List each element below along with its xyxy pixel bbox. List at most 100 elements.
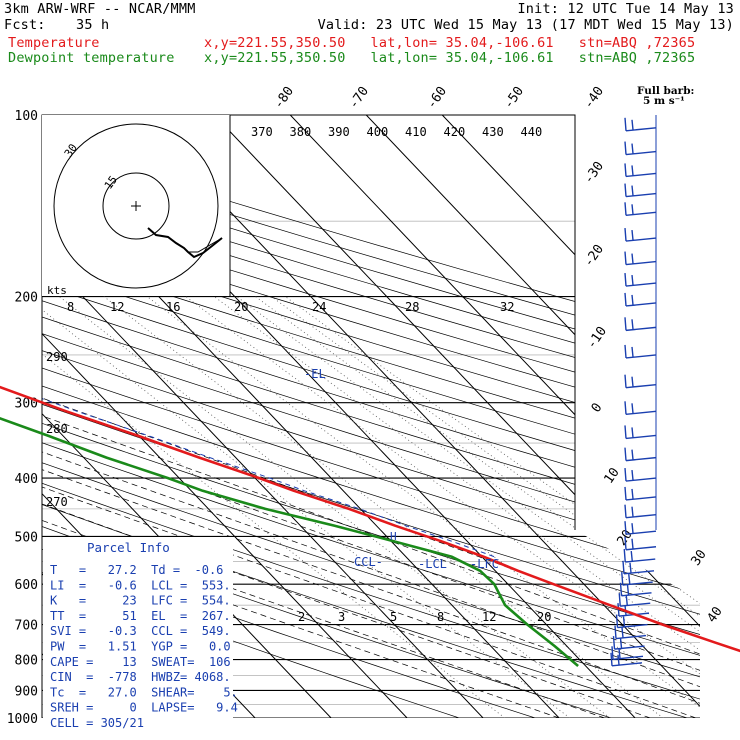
wind-barb xyxy=(624,183,657,198)
pressure-label: 100 xyxy=(15,109,38,124)
mixing-ratio-line xyxy=(42,296,571,718)
moist-adiabat xyxy=(42,296,697,718)
parcel-info-row: K = 23 LFC = 554. xyxy=(50,594,231,608)
theta-e-label: 390 xyxy=(328,125,350,139)
parcel-path xyxy=(42,384,495,558)
dry-adiabat xyxy=(42,115,700,718)
theta-e-label: 400 xyxy=(367,125,389,139)
wind-barb xyxy=(624,228,657,242)
theta-e-label: 380 xyxy=(290,125,312,139)
wind-barb xyxy=(624,117,657,132)
temperature-legend: Temperature xyxy=(8,35,100,51)
wind-barb xyxy=(624,447,657,462)
isotherm-label: -50 xyxy=(501,84,527,112)
pressure-label: 600 xyxy=(15,578,38,593)
dewpoint-location: x,y=221.55,350.50 lat,lon= 35.04,-106.61… xyxy=(204,50,696,66)
mixing-ratio-label: 8 xyxy=(67,300,74,314)
dry-adiabat xyxy=(42,115,700,718)
hodograph-ring-inner xyxy=(102,172,170,240)
pressure-label: 1000 xyxy=(7,712,38,727)
dry-adiabat xyxy=(42,115,700,718)
parcel-info-row: Tc = 27.0 SHEAR= 5. xyxy=(50,685,238,699)
isotherm-label: 10 xyxy=(601,465,622,486)
dry-adiabat xyxy=(42,115,700,718)
parcel-info-title: Parcel Info xyxy=(87,540,170,555)
dry-adiabat xyxy=(42,115,700,718)
parcel-info-row: CIN = -778 HWBZ= 4068. xyxy=(50,670,231,684)
dry-adiabat xyxy=(42,115,700,718)
dry-adiabat xyxy=(42,115,700,718)
wind-barb xyxy=(624,486,657,501)
wind-barb xyxy=(624,141,657,156)
dry-adiabat-label: 270 xyxy=(46,495,68,509)
forecast-label: Fcst: xyxy=(4,17,46,33)
isotherm-label: -70 xyxy=(346,84,372,112)
isotherm-label: 40 xyxy=(704,604,725,625)
pressure-label: 900 xyxy=(15,684,38,699)
el-annotation: -EL xyxy=(304,367,326,381)
wind-barb xyxy=(621,571,653,586)
theta-e-label: 410 xyxy=(405,125,427,139)
parcel-info-row: SVI = -0.3 CCL = 549. xyxy=(50,624,231,638)
isotherm-label: -80 xyxy=(271,84,297,112)
isotherm-line xyxy=(42,115,332,718)
dry-adiabat xyxy=(42,115,460,718)
wind-barb xyxy=(624,504,657,519)
theta-e-label: 430 xyxy=(482,125,504,139)
mixing-ratio-label: 32 xyxy=(500,300,514,314)
mixing-ratio-label: 28 xyxy=(405,300,419,314)
wind-barb xyxy=(624,317,657,332)
mixing-ratio-label: 20 xyxy=(234,300,248,314)
moist-adiabat xyxy=(42,296,605,718)
wind-barb xyxy=(624,536,657,551)
mixing-ratio-line xyxy=(185,296,700,718)
mixing-ratio-label: 24 xyxy=(312,300,326,314)
wind-barb xyxy=(624,273,657,287)
valid-time: Valid: 23 UTC Wed 15 May 13 (17 MDT Wed … xyxy=(317,17,734,33)
dry-adiabat xyxy=(42,115,700,718)
isotherm-label: -20 xyxy=(581,242,607,270)
parcel-info-row: SREH = 0 LAPSE= 9.4 xyxy=(50,701,238,715)
mixing-ratio-label: 2 xyxy=(298,610,305,624)
dry-adiabat xyxy=(42,115,700,718)
theta-e-label: 440 xyxy=(521,125,543,139)
pressure-label: 400 xyxy=(15,472,38,487)
parcel-info-box: T = 27.2 Td = -0.6LI = -0.6 LCL = 553. K … xyxy=(43,537,238,730)
moist-adiabat xyxy=(42,296,700,718)
pressure-label: 500 xyxy=(15,530,38,545)
dry-adiabat xyxy=(42,115,700,718)
wind-barb xyxy=(624,425,657,440)
isotherm-line xyxy=(213,115,700,718)
storm-motion xyxy=(188,237,223,253)
isotherm-label: -30 xyxy=(581,159,607,187)
mixing-ratio-label: 16 xyxy=(166,300,180,314)
wind-barb xyxy=(610,652,643,667)
dry-adiabat xyxy=(42,115,700,718)
wind-barb xyxy=(624,344,657,359)
isotherm-label: -60 xyxy=(424,84,450,112)
hodograph-trace xyxy=(147,227,223,259)
theta-e-label: 370 xyxy=(251,125,273,139)
hodograph xyxy=(42,115,231,296)
pressure-label: 800 xyxy=(15,654,38,669)
mixing-ratio-line xyxy=(271,296,700,718)
temperature-location: x,y=221.55,350.50 lat,lon= 35.04,-106.61… xyxy=(204,35,696,51)
wind-barb xyxy=(624,401,657,415)
dry-adiabat xyxy=(42,115,700,718)
pressure-label: 200 xyxy=(15,291,38,306)
isotherm-label: 0 xyxy=(589,400,606,415)
parcel-info-row: PW = 1.51 YGP = 0.0 xyxy=(50,640,231,654)
wind-barb xyxy=(624,163,657,178)
dry-adiabat-label: 280 xyxy=(46,422,68,436)
mixing-ratio-line xyxy=(103,296,664,718)
mixing-ratio-label: 3 xyxy=(338,610,345,624)
wind-barb xyxy=(624,292,657,307)
mixing-ratio-line xyxy=(255,296,700,718)
parcel-info-row: T = 27.2 Td = -0.6 xyxy=(50,563,223,577)
lcl-annotation: -LCL xyxy=(418,557,447,571)
hodograph-ring-outer xyxy=(53,123,219,289)
mixing-ratio-label: 20 xyxy=(537,610,551,624)
parcel-info-row: CAPE = 13 SWEAT= 106 xyxy=(50,655,231,669)
barb-legend-title: Full barb: xyxy=(637,85,694,97)
